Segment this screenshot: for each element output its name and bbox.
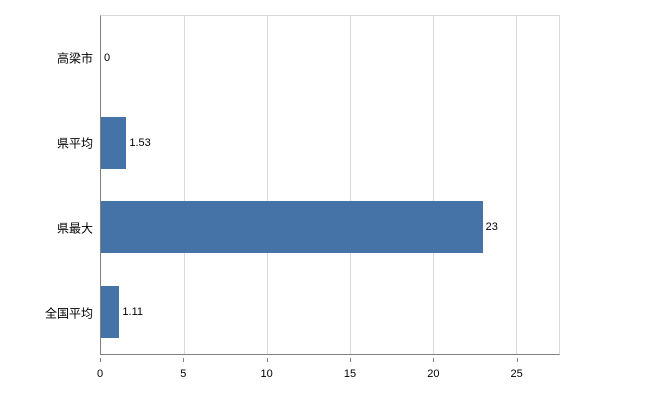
x-axis: 0 5 10 15 20 25 (96, 358, 560, 382)
bar-3 (101, 285, 120, 338)
category-label: 全国平均 (44, 306, 93, 320)
x-tick-label: 20 (427, 368, 440, 380)
x-tick-mark (516, 358, 518, 362)
x-tick-mark (266, 358, 268, 362)
value-label: 1.53 (129, 136, 151, 149)
gridline (432, 16, 434, 354)
value-label: 23 (485, 221, 498, 234)
x-tick-mark (100, 358, 101, 362)
value-label: 1.11 (122, 305, 143, 318)
x-tick-label: 15 (343, 368, 357, 380)
gridline (183, 16, 185, 354)
y-axis-labels: 高梁市県平均県最大全国平均 (0, 15, 99, 355)
x-tick-label: 25 (510, 368, 523, 380)
bar-band: 1.53 (101, 101, 559, 186)
bar-band: 23 (101, 185, 559, 270)
plot-area: 0 1.53 23 1.11 (100, 15, 560, 355)
x-tick-mark (350, 358, 351, 362)
category-label: 県平均 (56, 136, 93, 150)
gridline (515, 16, 517, 354)
x-tick-label: 0 (96, 368, 104, 380)
x-tick-label: 10 (260, 368, 273, 380)
gridline (266, 16, 268, 354)
bar-2 (101, 201, 483, 254)
x-tick-mark (183, 358, 185, 362)
bar-1 (101, 116, 127, 169)
bar-band: 0 (101, 16, 559, 101)
x-tick-mark (433, 358, 435, 362)
value-label: 0 (104, 52, 111, 65)
x-tick-label: 5 (180, 368, 187, 380)
bar-band: 1.11 (101, 270, 559, 355)
category-label: 県最大 (56, 221, 93, 235)
gridline (349, 16, 351, 354)
category-label: 高梁市 (56, 51, 93, 65)
